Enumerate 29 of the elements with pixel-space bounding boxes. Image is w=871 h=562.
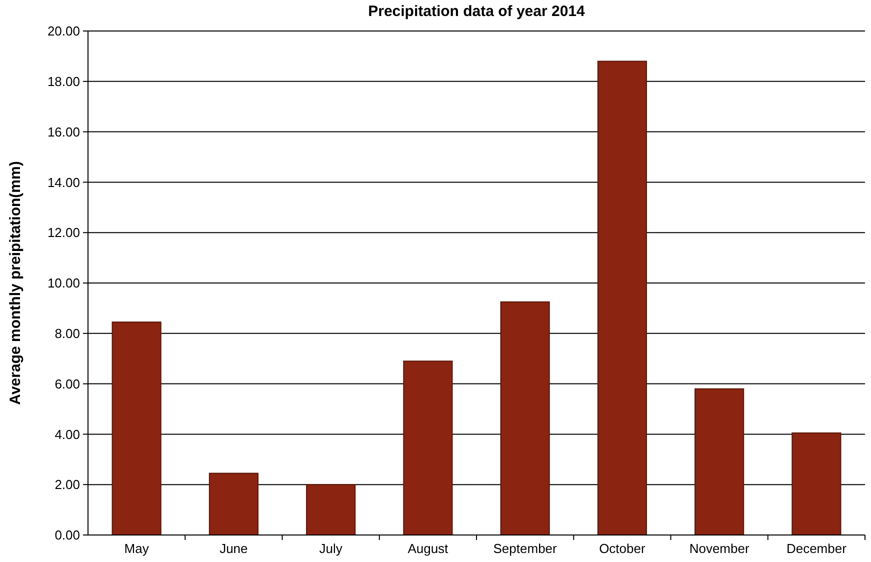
- y-tick-label: 14.00: [47, 174, 80, 190]
- y-tick-label: 6.00: [54, 376, 80, 392]
- bar: [597, 60, 647, 536]
- x-tick-label: August: [408, 541, 449, 556]
- bar: [112, 322, 162, 536]
- y-tick-label: 16.00: [47, 124, 80, 140]
- bar: [306, 484, 356, 536]
- bar: [792, 432, 842, 536]
- bar: [500, 301, 550, 536]
- bar: [403, 360, 453, 536]
- x-tick-label: November: [689, 541, 750, 556]
- y-tick-label: 8.00: [54, 326, 80, 341]
- bar: [694, 388, 744, 536]
- y-axis-title: Average monthly preipitation(mm): [7, 161, 24, 405]
- y-tick-label: 2.00: [54, 477, 80, 492]
- chart-title: Precipitation data of year 2014: [368, 3, 586, 20]
- y-tick-label: 20.00: [47, 24, 80, 39]
- y-tick-label: 10.00: [47, 276, 80, 291]
- x-tick-label: October: [599, 541, 646, 556]
- x-tick-label: September: [493, 541, 558, 556]
- y-tick-label: 4.00: [54, 426, 80, 442]
- x-tick-label: May: [124, 541, 150, 556]
- bar: [208, 472, 258, 536]
- x-tick-label: December: [786, 541, 848, 556]
- y-tick-label: 0.00: [54, 528, 80, 543]
- x-tick-label: June: [220, 541, 248, 556]
- y-tick-label: 18.00: [47, 74, 80, 89]
- y-tick-label: 12.00: [47, 225, 80, 240]
- x-tick-label: July: [319, 541, 343, 556]
